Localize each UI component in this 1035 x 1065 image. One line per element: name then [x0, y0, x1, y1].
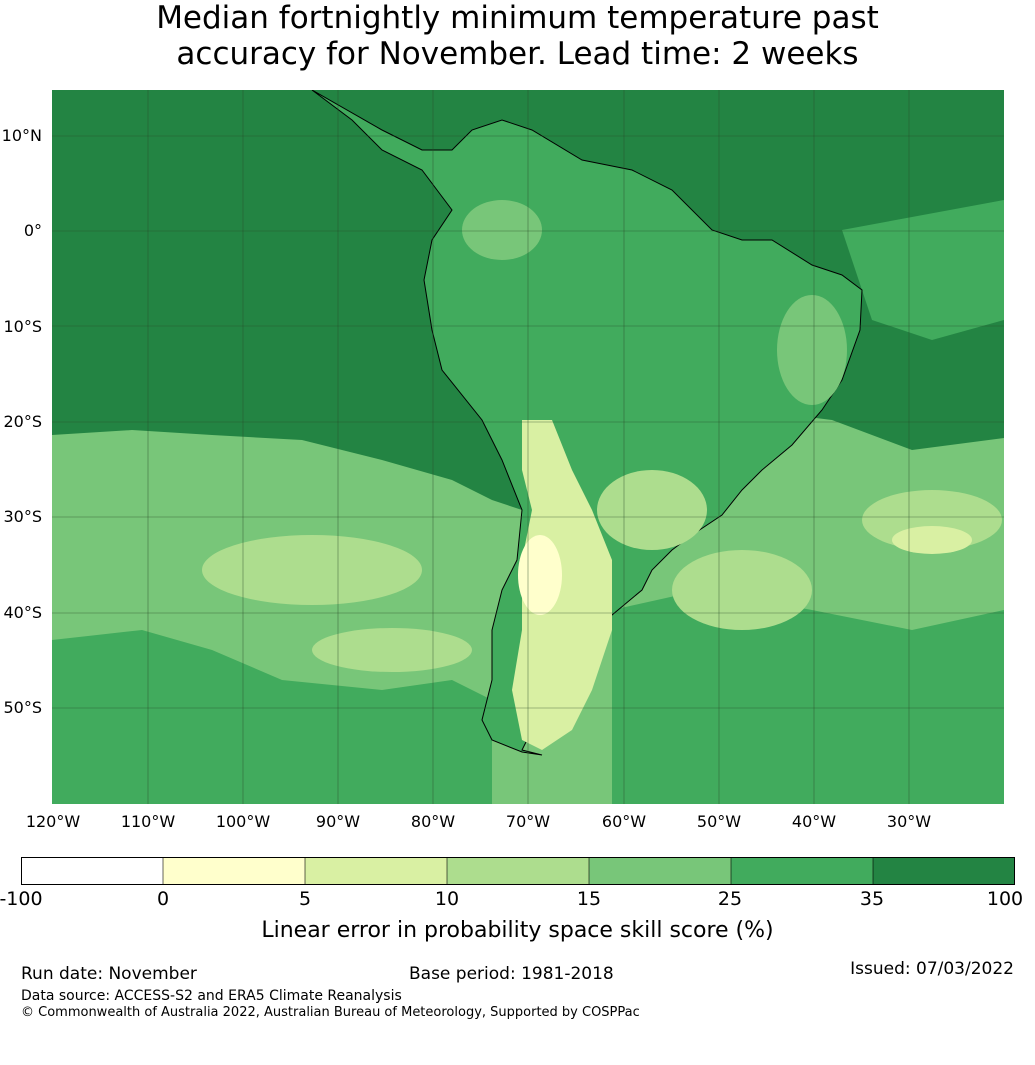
chart-title-line-2: accuracy for November. Lead time: 2 week… [176, 36, 859, 72]
colorbar-label: Linear error in probability space skill … [261, 918, 774, 943]
colorbar-tick-10: 10 [434, 888, 460, 910]
region-southern-ocean-east [612, 590, 1004, 804]
andes-very-low-skill [518, 535, 562, 615]
colorbar-segment-1 [162, 857, 306, 885]
colorbar-segment-6 [872, 857, 1015, 885]
run-date: Run date: November [21, 964, 197, 984]
region-low-skill-patch-1 [202, 535, 422, 605]
lon-label-100w: 100°W [215, 812, 271, 831]
lon-label-90w: 90°W [315, 812, 361, 831]
lon-label-30w: 30°W [886, 812, 932, 831]
lat-label-40s: 40°S [3, 603, 42, 622]
region-low-skill-patch-2 [312, 628, 472, 672]
colorbar [21, 857, 1015, 885]
colorbar-segment-0 [21, 857, 164, 885]
region-high-skill-atlantic [842, 200, 1004, 340]
lon-label-70w: 70°W [505, 812, 551, 831]
lon-label-50w: 50°W [696, 812, 742, 831]
lon-label-110w: 110°W [120, 812, 176, 831]
lat-label-10n: 10°N [1, 126, 42, 145]
colorbar-tick-5: 5 [298, 888, 312, 910]
map-gridlines [52, 90, 1004, 804]
lon-label-60w: 60°W [601, 812, 647, 831]
colorbar-segment-3 [446, 857, 590, 885]
lat-label-50s: 50°S [3, 698, 42, 717]
lat-label-30s: 30°S [3, 507, 42, 526]
copyright: © Commonwealth of Australia 2022, Austra… [21, 1005, 640, 1020]
lon-label-40w: 40°W [791, 812, 837, 831]
colorbar-tick-25: 25 [717, 888, 743, 910]
colorbar-segment-5 [730, 857, 874, 885]
andes-low-skill-strip [512, 420, 612, 750]
land-low-skill-patch-1 [597, 470, 707, 550]
region-low-skill-patch-3 [672, 550, 812, 630]
issued-date: Issued: 07/03/2022 [850, 959, 1014, 979]
colorbar-tick-35: 35 [859, 888, 885, 910]
region-low-skill-patch-5 [892, 526, 972, 554]
data-source: Data source: ACCESS-S2 and ERA5 Climate … [21, 988, 402, 1004]
base-period: Base period: 1981-2018 [409, 964, 614, 984]
colorbar-segment-2 [304, 857, 448, 885]
colorbar-tick-100: 100 [986, 888, 1024, 910]
lon-label-120w: 120°W [25, 812, 81, 831]
land-low-skill-patch-2 [777, 295, 847, 405]
land-low-skill-patch-3 [462, 200, 542, 260]
lon-label-80w: 80°W [410, 812, 456, 831]
colorbar-segment-4 [588, 857, 732, 885]
lat-label-10s: 10°S [3, 317, 42, 336]
colorbar-tick-neg100: -100 [0, 888, 43, 910]
colorbar-tick-0: 0 [156, 888, 170, 910]
lat-label-0: 0° [23, 221, 42, 240]
region-southern-ocean-west [52, 630, 492, 804]
skill-score-map [52, 90, 1004, 804]
colorbar-outline [21, 857, 1015, 885]
colorbar-tick-15: 15 [576, 888, 602, 910]
chart-title-line-1: Median fortnightly minimum temperature p… [156, 0, 879, 36]
lat-label-20s: 20°S [3, 412, 42, 431]
